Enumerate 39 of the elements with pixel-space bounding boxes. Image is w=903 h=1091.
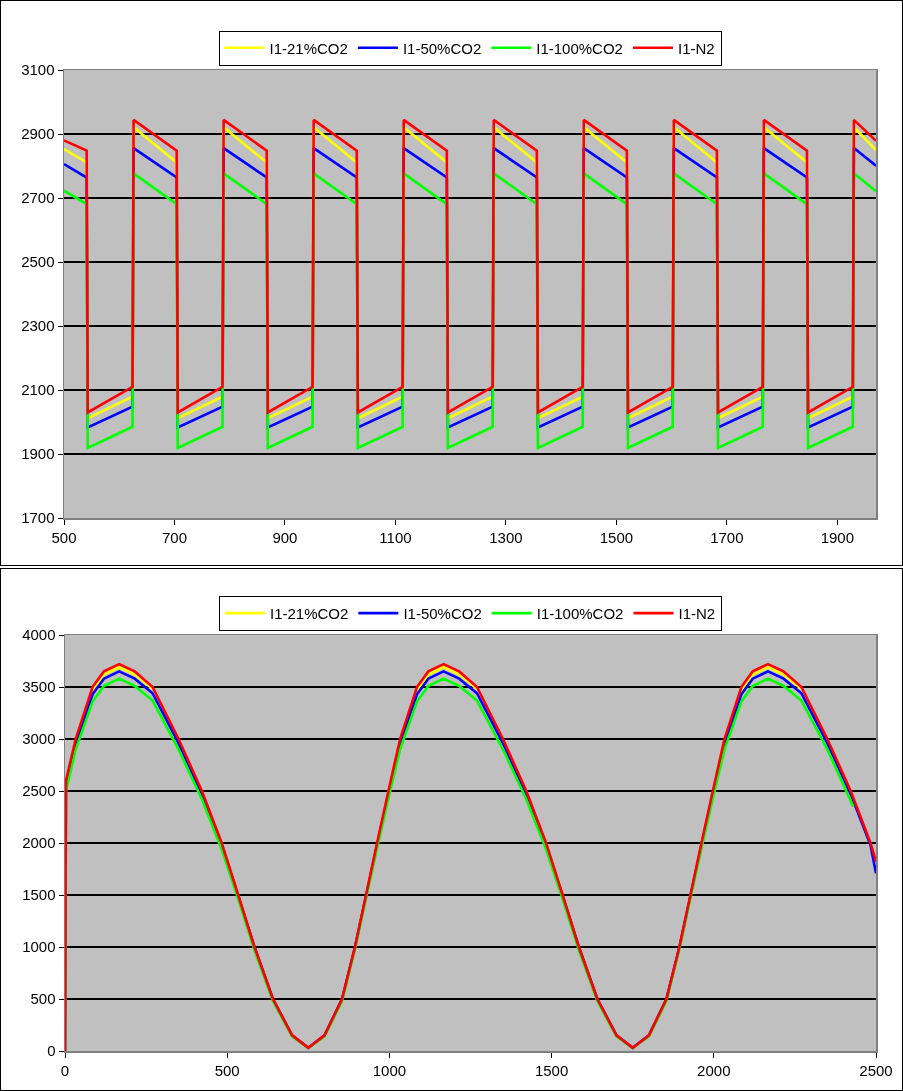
x-tick-label: 1700 [710,528,744,546]
y-tick-label: 500 [30,990,56,1008]
y-tick-label: 1000 [22,938,56,956]
x-tick-label: 2000 [697,1061,731,1079]
legend-label: I1-21%CO2 [269,39,348,57]
x-tick-label: 700 [161,528,187,546]
y-tick-label: 3500 [22,678,56,696]
y-tick-label: 2300 [21,317,55,335]
y-tick-label: 1900 [21,445,55,463]
y-tick-label: 4000 [22,626,56,644]
legend-label: I1-100%CO2 [536,604,624,622]
x-tick-label: 1000 [372,1061,407,1079]
y-tick-label: 2500 [22,782,56,800]
legend-label: I1-N2 [678,604,716,622]
x-tick-label: 1500 [534,1061,569,1079]
x-tick-label: 1900 [820,528,855,546]
y-tick-label: 2500 [21,253,55,271]
y-tick-label: 2900 [21,125,55,143]
legend-label: I1-50%CO2 [403,604,482,622]
legend-label: I1-50%CO2 [402,39,482,57]
legend-label: I1-100%CO2 [536,39,623,57]
y-tick-label: 2700 [21,189,55,207]
y-tick-label: 2100 [21,381,55,399]
x-tick-label: 1100 [379,528,412,546]
legend-label: I1-N2 [677,39,715,57]
y-tick-label: 3100 [21,61,55,79]
legend-label: I1-21%CO2 [270,604,349,622]
x-tick-label: 500 [214,1061,240,1079]
y-tick-label: 1500 [22,886,56,904]
y-tick-label: 1700 [21,509,55,527]
x-tick-label: 2500 [859,1061,893,1079]
x-tick-label: 1300 [489,528,523,546]
x-tick-label: 900 [272,528,298,546]
x-tick-label: 1500 [599,528,634,546]
x-tick-label: 500 [51,528,77,546]
x-tick-label: 0 [60,1061,70,1079]
y-tick-label: 3000 [22,730,56,748]
y-tick-label: 0 [47,1042,56,1060]
y-tick-label: 2000 [22,834,56,852]
